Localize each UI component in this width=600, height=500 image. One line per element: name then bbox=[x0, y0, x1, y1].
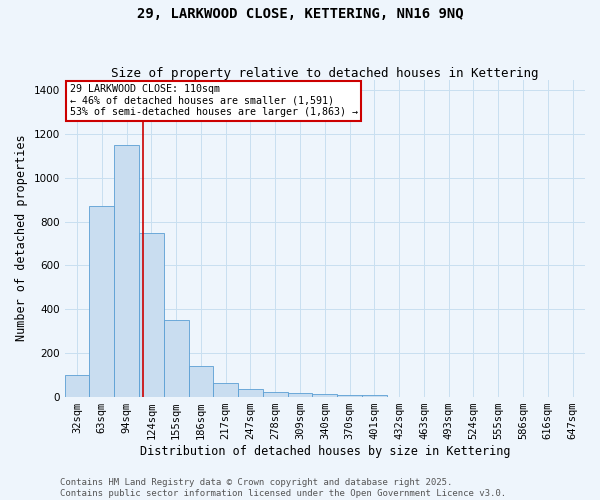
Bar bbox=[263, 392, 287, 396]
Bar bbox=[65, 374, 89, 396]
Text: Contains HM Land Registry data © Crown copyright and database right 2025.
Contai: Contains HM Land Registry data © Crown c… bbox=[60, 478, 506, 498]
Bar bbox=[164, 320, 188, 396]
Y-axis label: Number of detached properties: Number of detached properties bbox=[15, 134, 28, 342]
Bar bbox=[313, 394, 337, 396]
Bar bbox=[114, 145, 139, 397]
Bar bbox=[89, 206, 114, 396]
Title: Size of property relative to detached houses in Kettering: Size of property relative to detached ho… bbox=[111, 66, 539, 80]
Bar bbox=[238, 389, 263, 396]
Text: 29 LARKWOOD CLOSE: 110sqm
← 46% of detached houses are smaller (1,591)
53% of se: 29 LARKWOOD CLOSE: 110sqm ← 46% of detac… bbox=[70, 84, 358, 117]
Bar bbox=[139, 232, 164, 396]
Text: 29, LARKWOOD CLOSE, KETTERING, NN16 9NQ: 29, LARKWOOD CLOSE, KETTERING, NN16 9NQ bbox=[137, 8, 463, 22]
Bar bbox=[287, 394, 313, 396]
Bar bbox=[188, 366, 214, 396]
X-axis label: Distribution of detached houses by size in Kettering: Distribution of detached houses by size … bbox=[140, 444, 510, 458]
Bar bbox=[214, 384, 238, 396]
